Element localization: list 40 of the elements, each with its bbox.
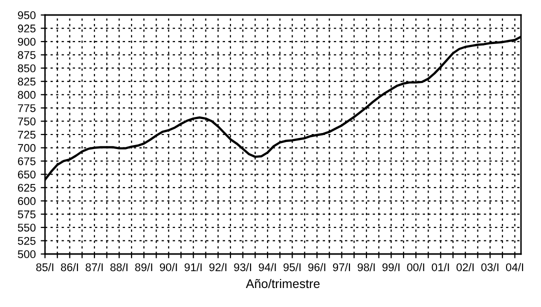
y-tick-label: 925	[18, 24, 36, 32]
x-tick-label: 98/I	[358, 263, 375, 272]
y-tick-label: 500	[18, 250, 36, 258]
x-tick-label: 97/I	[332, 263, 350, 272]
x-tick-label: 94/I	[258, 263, 276, 272]
y-tick-label: 700	[18, 144, 36, 152]
x-tick-label: 03/I	[481, 263, 498, 272]
y-tick-label: 550	[18, 224, 36, 232]
x-tick-label: 89/I	[135, 263, 152, 272]
y-tick-label: 675	[18, 157, 36, 166]
y-tick-label: 950	[18, 11, 36, 20]
x-axis-title: Año/trimestre	[246, 278, 320, 288]
y-tick-label: 775	[18, 104, 36, 112]
x-tick-label: 92/I	[209, 263, 226, 272]
x-tick-label: 88/I	[110, 263, 128, 272]
y-tick-label: 625	[18, 184, 36, 192]
x-tick-label: 85/I	[36, 263, 54, 272]
y-tick-label: 525	[18, 236, 36, 245]
y-tick-label: 900	[18, 38, 36, 46]
x-tick-label: 90/I	[160, 263, 177, 272]
x-tick-label: 99/I	[382, 263, 400, 272]
x-tick-label: 96/I	[308, 263, 326, 272]
y-tick-label: 750	[18, 117, 36, 126]
y-tick-label: 875	[18, 51, 36, 59]
x-tick-label: 86/I	[60, 263, 78, 272]
x-tick-label: 02/I	[456, 263, 474, 272]
x-tick-label: 01/I	[432, 263, 449, 272]
y-tick-label: 600	[18, 197, 36, 206]
x-tick-label: 91/I	[184, 263, 202, 272]
y-tick-label: 825	[18, 78, 36, 86]
y-tick-label: 800	[18, 90, 36, 99]
y-tick-label: 575	[18, 210, 36, 218]
y-tick-label: 650	[18, 170, 36, 178]
x-tick-label: 87/I	[86, 263, 103, 272]
x-tick-label: 95/I	[284, 263, 301, 272]
y-tick-label: 725	[18, 130, 36, 139]
y-tick-label: 850	[18, 64, 36, 72]
x-tick-label: 04/I	[506, 263, 524, 272]
x-tick-label: 93/I	[234, 263, 252, 272]
x-tick-label: 00/I	[407, 263, 424, 272]
